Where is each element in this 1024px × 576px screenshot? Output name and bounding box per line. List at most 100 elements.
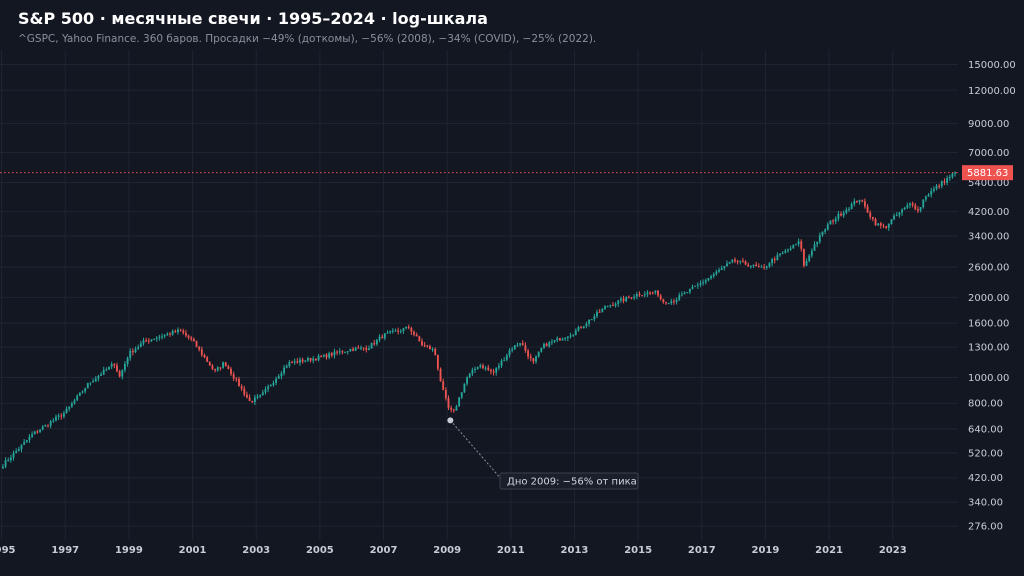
- candle: [322, 354, 325, 358]
- candle: [243, 385, 246, 397]
- candle: [44, 424, 47, 427]
- candle: [272, 380, 275, 387]
- candle: [635, 291, 638, 300]
- candle: [410, 326, 413, 336]
- candle: [924, 195, 927, 202]
- x-tick-label: 1995: [0, 545, 16, 556]
- candle: [686, 291, 689, 294]
- candle: [707, 277, 710, 282]
- annotation-box: [499, 472, 639, 490]
- candle: [810, 248, 813, 258]
- candle: [582, 326, 585, 329]
- candle: [858, 199, 861, 205]
- candle: [248, 394, 251, 402]
- candle: [365, 345, 368, 353]
- candle: [619, 296, 622, 303]
- y-tick-label: 4200.00: [968, 207, 1009, 218]
- candle: [545, 342, 548, 347]
- candle: [813, 241, 816, 251]
- candle: [341, 350, 344, 355]
- candle: [781, 251, 784, 255]
- last-price-label: 5881.63: [967, 168, 1008, 179]
- candle: [442, 378, 445, 391]
- candle: [102, 366, 105, 376]
- candle: [710, 274, 713, 280]
- candle: [219, 367, 222, 371]
- candle: [78, 392, 81, 397]
- candle: [731, 259, 734, 264]
- candle: [665, 301, 667, 305]
- candle: [224, 361, 227, 367]
- candle: [659, 293, 662, 301]
- y-tick-label: 2600.00: [968, 263, 1009, 274]
- candle: [574, 328, 577, 336]
- candle: [630, 297, 633, 300]
- candle: [200, 346, 203, 357]
- candle: [65, 406, 68, 414]
- candle: [773, 256, 776, 264]
- candle: [816, 241, 819, 248]
- candle: [150, 339, 153, 342]
- y-tick-label: 7000.00: [968, 148, 1009, 159]
- y-tick-label: 1600.00: [968, 319, 1009, 330]
- candle: [484, 365, 487, 371]
- candle: [688, 288, 691, 295]
- x-tick-label: 2023: [879, 545, 907, 556]
- candle: [930, 187, 933, 198]
- candle: [352, 346, 354, 352]
- candle: [826, 222, 829, 231]
- candle: [954, 171, 957, 177]
- candle: [760, 264, 763, 268]
- candle: [487, 364, 490, 372]
- y-tick-label: 3400.00: [968, 232, 1009, 243]
- candle: [370, 342, 373, 349]
- candle: [795, 243, 797, 246]
- candle: [673, 298, 675, 305]
- candle: [675, 297, 678, 305]
- candle: [548, 340, 551, 348]
- candle: [301, 357, 304, 364]
- candle: [946, 175, 949, 186]
- candle: [444, 387, 447, 401]
- candle: [503, 357, 506, 362]
- candle: [540, 347, 543, 353]
- candle: [500, 358, 503, 368]
- candle: [309, 357, 312, 363]
- candle: [230, 366, 232, 376]
- candle: [646, 290, 649, 297]
- candle: [667, 302, 670, 305]
- candle: [39, 429, 41, 434]
- candle: [389, 330, 392, 334]
- candle: [771, 257, 774, 267]
- candle: [842, 210, 845, 218]
- x-tick-label: 2019: [752, 545, 780, 556]
- candle: [431, 347, 434, 352]
- candle: [532, 358, 535, 365]
- candle: [471, 367, 474, 377]
- y-axis: 276.00 340.00 420.00 520.00 640.00 800.00 1000…: [968, 60, 1016, 533]
- candle: [739, 260, 742, 265]
- candle: [768, 262, 771, 269]
- candle: [580, 325, 583, 329]
- candle: [779, 253, 781, 257]
- candle: [320, 354, 323, 358]
- candle: [893, 213, 896, 221]
- candle: [633, 294, 636, 301]
- candle: [86, 382, 89, 389]
- candle: [524, 342, 527, 353]
- candle: [856, 200, 858, 204]
- candle: [208, 361, 211, 366]
- candle: [604, 305, 606, 310]
- last-price-tag: [962, 165, 1013, 181]
- candle: [704, 278, 707, 285]
- candle: [174, 329, 177, 333]
- candle: [840, 211, 842, 217]
- candle: [903, 206, 906, 210]
- candle: [31, 431, 34, 438]
- candle: [508, 348, 511, 358]
- candle: [216, 366, 219, 372]
- candle: [121, 369, 124, 380]
- candle: [922, 199, 925, 209]
- candle: [386, 330, 389, 334]
- candle: [763, 263, 766, 270]
